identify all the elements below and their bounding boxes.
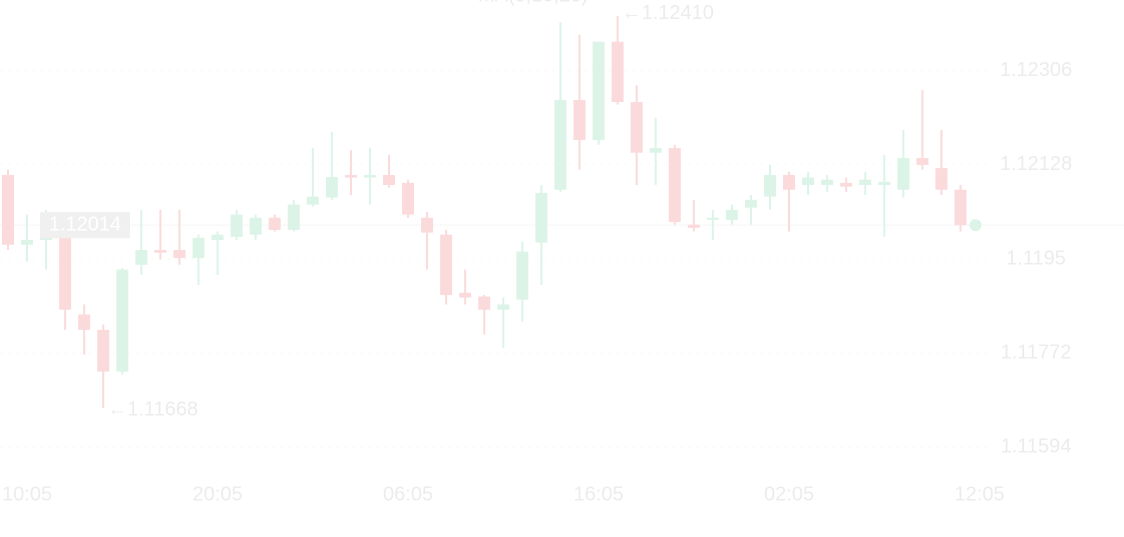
candle-body: [402, 182, 415, 215]
candle-body: [954, 189, 967, 226]
x-tick-label: 06:05: [383, 483, 433, 505]
y-tick-label: 1.1195: [1006, 247, 1066, 269]
candle-body: [459, 292, 472, 298]
candle-body: [706, 217, 719, 220]
x-tick-label: 12:05: [955, 483, 1005, 505]
candle-body: [764, 174, 776, 197]
y-tick-label: 1.11594: [1001, 435, 1072, 457]
candle-body: [611, 41, 624, 103]
last-price-label: 1.12014: [49, 213, 121, 235]
candle-body: [649, 148, 662, 153]
candle-body: [440, 234, 453, 295]
y-tick-label: 1.12128: [1000, 153, 1072, 175]
candle-body: [592, 41, 605, 141]
x-tick-label: 16:05: [574, 483, 624, 505]
candle-body: [668, 148, 681, 222]
candle-body: [516, 251, 529, 300]
candle-body: [725, 209, 738, 220]
candle-body: [630, 102, 643, 153]
last-price-dot: [969, 219, 982, 232]
candle-body: [840, 182, 853, 187]
candle-body: [173, 250, 186, 258]
candle-body: [97, 329, 110, 372]
candle-body: [116, 269, 129, 372]
candle-body: [287, 204, 300, 230]
candle-body: [802, 177, 815, 185]
candle-body: [306, 196, 319, 205]
candle-body: [744, 199, 757, 208]
candle-body: [21, 239, 34, 245]
candle-body: [554, 99, 567, 190]
candle-body: [573, 99, 586, 141]
candle-body: [421, 217, 434, 233]
candle-body: [344, 174, 357, 178]
last-price-box: [40, 212, 130, 239]
extreme-annotation: ←1.12410: [622, 2, 714, 24]
candle-body: [363, 174, 376, 178]
candle-body: [878, 181, 891, 185]
candle-body: [821, 179, 834, 185]
candle-body: [897, 158, 910, 190]
y-tick-label: 1.12306: [1000, 59, 1072, 81]
candle-body: [783, 174, 796, 190]
candle-body: [383, 174, 395, 185]
candle-body: [687, 224, 700, 228]
x-tick-label: 02:05: [764, 483, 814, 505]
candle-body: [859, 179, 872, 185]
candle-body: [192, 237, 205, 258]
candle-body: [935, 168, 948, 190]
candle-body: [154, 250, 167, 253]
x-tick-label: 10:05: [2, 483, 52, 505]
candle-body: [78, 314, 91, 330]
x-tick-label: 20:05: [193, 483, 243, 505]
candle-body: [2, 174, 14, 245]
candle-body: [211, 234, 224, 240]
candle-body: [325, 177, 338, 198]
candle-body: [535, 192, 548, 243]
chart-title: MA(5,10,20): [478, 0, 588, 6]
candle-body: [249, 217, 262, 235]
candle-body: [230, 214, 243, 237]
candle-body: [59, 234, 72, 310]
candle-body: [916, 158, 929, 165]
candle-body: [478, 296, 491, 310]
candle-body: [268, 217, 281, 230]
extreme-annotation: ←1.11668: [107, 398, 198, 420]
y-tick-label: 1.11772: [1001, 341, 1072, 363]
candle-body: [497, 304, 510, 310]
candle-body: [135, 250, 148, 265]
